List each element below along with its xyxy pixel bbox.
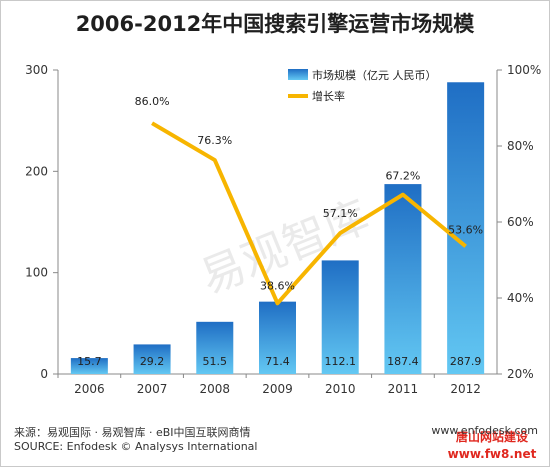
y-right-tick-label: 40%: [507, 291, 534, 305]
source-en: SOURCE: Enfodesk © Analysys Internationa…: [14, 440, 258, 453]
y-right-tick-label: 80%: [507, 139, 534, 153]
y-left-tick-label: 300: [25, 63, 48, 77]
y-right-tick-label: 60%: [507, 215, 534, 229]
bar: [321, 260, 359, 374]
x-tick-label: 2006: [74, 382, 105, 396]
growth-label: 53.6%: [448, 223, 483, 236]
growth-label: 57.1%: [323, 207, 358, 220]
x-tick-label: 2007: [137, 382, 168, 396]
y-right-tick-label: 100%: [507, 63, 541, 77]
x-tick-label: 2012: [450, 382, 481, 396]
stamp-line1: 唐山网站建设: [456, 429, 529, 444]
y-left-tick-label: 200: [25, 164, 48, 178]
bar-value-label: 112.1: [324, 355, 356, 368]
growth-label: 76.3%: [197, 134, 232, 147]
bar: [259, 301, 296, 374]
bar-value-label: 287.9: [450, 355, 482, 368]
x-tick-label: 2010: [325, 382, 356, 396]
bar: [133, 344, 171, 374]
bar: [70, 358, 108, 374]
growth-label: 86.0%: [135, 95, 170, 108]
stamp-line2: www.fw8.net: [448, 447, 537, 461]
bar-value-label: 71.4: [265, 355, 290, 368]
growth-label: 38.6%: [260, 279, 295, 292]
y-left-tick-label: 100: [25, 266, 48, 280]
bar-value-label: 15.7: [77, 355, 102, 368]
website-text: www.enfodesk.com: [431, 424, 538, 437]
bar: [196, 321, 234, 374]
legend-line-label: 增长率: [312, 89, 345, 103]
y-right-tick-label: 20%: [507, 367, 534, 381]
x-tick-label: 2008: [200, 382, 231, 396]
bar-value-label: 29.2: [140, 355, 165, 368]
source-cn: 来源：易观国际 · 易观智库 · eBI中国互联网商情: [14, 426, 251, 439]
legend-bar-label: 市场规模（亿元 人民币）: [312, 68, 437, 82]
bar: [447, 82, 485, 375]
growth-label: 67.2%: [385, 170, 420, 183]
bar-value-label: 187.4: [387, 355, 419, 368]
bar-value-label: 51.5: [203, 355, 228, 368]
x-tick-label: 2011: [388, 382, 419, 396]
growth-line: [151, 121, 467, 306]
chart-title: 2006-2012年中国搜索引擎运营市场规模: [75, 12, 475, 36]
legend-bar-swatch: [288, 69, 308, 80]
y-left-tick-label: 0: [40, 367, 48, 381]
x-tick-label: 2009: [262, 382, 293, 396]
bar: [384, 184, 422, 374]
